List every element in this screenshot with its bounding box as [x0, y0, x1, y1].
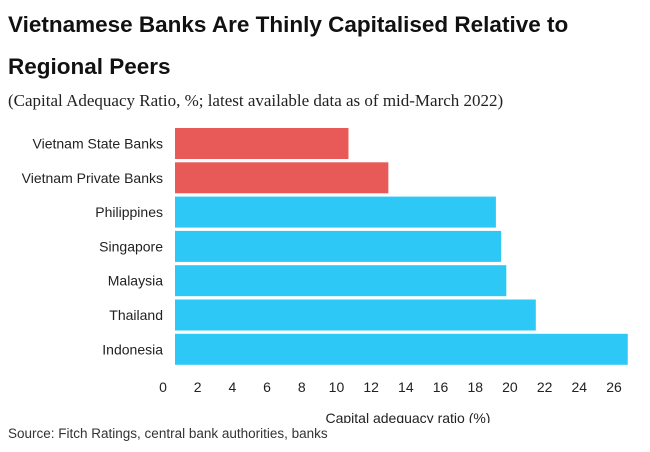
x-tick-label: 18 [467, 379, 483, 395]
bars-group [175, 128, 628, 365]
category-label: Malaysia [108, 273, 163, 289]
bar-singapore [175, 230, 502, 262]
bar-indonesia [175, 333, 628, 365]
source-note: Source: Fitch Ratings, central bank auth… [8, 426, 328, 441]
x-tick-label: 10 [329, 379, 345, 395]
category-label: Vietnam Private Banks [22, 170, 163, 186]
category-labels: Vietnam State Banks Vietnam Private Banks… [22, 136, 164, 358]
x-tick-label: 2 [194, 379, 202, 395]
category-label: Indonesia [102, 341, 163, 357]
x-axis-title: Capital adequacy ratio (%) [326, 410, 491, 423]
category-label: Vietnam State Banks [33, 136, 163, 152]
x-tick-label: 4 [228, 379, 236, 395]
x-tick-label: 14 [398, 379, 414, 395]
x-tick-label: 16 [433, 379, 449, 395]
x-tick-label: 22 [537, 379, 553, 395]
x-tick-label: 6 [263, 379, 271, 395]
x-axis-ticks: 0 2 4 6 8 10 12 14 16 18 20 22 24 26 [159, 379, 622, 395]
bar-vietnam-private-banks [175, 162, 389, 194]
chart-subtitle: (Capital Adequacy Ratio, %; latest avail… [8, 91, 504, 110]
category-label: Thailand [109, 307, 163, 323]
x-tick-label: 24 [572, 379, 588, 395]
x-tick-label: 0 [159, 379, 167, 395]
bar-malaysia [175, 265, 507, 297]
x-tick-label: 8 [298, 379, 306, 395]
bar-philippines [175, 196, 496, 228]
bar-thailand [175, 299, 536, 331]
bar-chart: Vietnam State Banks Vietnam Private Banks… [22, 128, 628, 423]
category-label: Singapore [99, 238, 163, 254]
x-tick-label: 26 [606, 379, 622, 395]
category-label: Philippines [95, 204, 163, 220]
bar-vietnam-state-banks [175, 128, 349, 159]
x-tick-label: 20 [502, 379, 518, 395]
x-tick-label: 12 [363, 379, 379, 395]
chart-title: Vietnamese Banks Are Thinly Capitalised … [8, 12, 569, 79]
